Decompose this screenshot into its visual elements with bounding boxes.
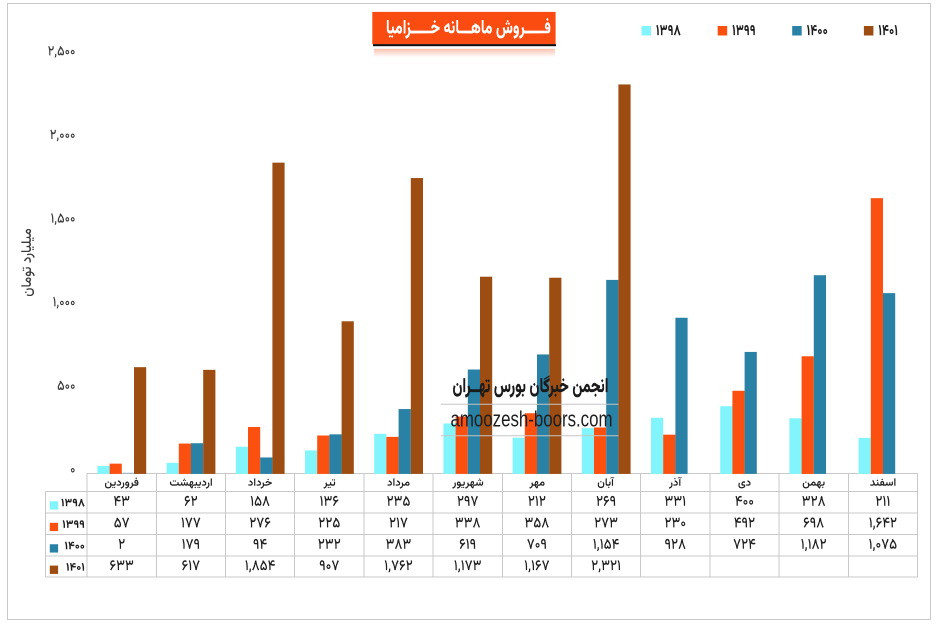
svg-text:amoozesh-boors.com: amoozesh-boors.com bbox=[451, 406, 613, 431]
